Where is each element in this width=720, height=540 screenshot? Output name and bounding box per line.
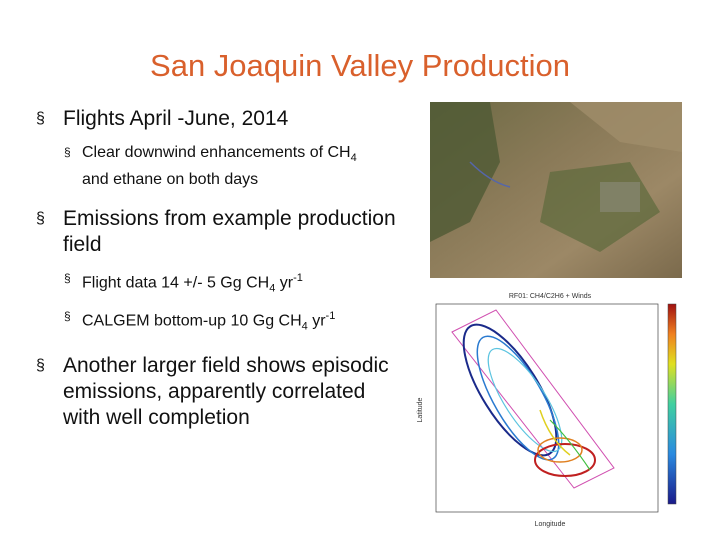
flight-track bbox=[476, 335, 560, 461]
flight-track bbox=[539, 409, 571, 456]
hills bbox=[570, 102, 682, 152]
canal bbox=[469, 161, 511, 188]
fields bbox=[430, 102, 500, 242]
y-label: Latitude bbox=[417, 397, 424, 422]
colorbar bbox=[667, 303, 677, 505]
bullet: § Emissions from example production field bbox=[36, 207, 396, 257]
plot-frame bbox=[435, 303, 659, 513]
subscript: 4 bbox=[301, 320, 308, 333]
domain-box bbox=[451, 309, 615, 489]
bullet: § Flights April -June, 2014 bbox=[36, 107, 289, 130]
sub-bullet: § Clear downwind enhancements of CH4 and … bbox=[64, 144, 357, 189]
flight-track bbox=[462, 323, 558, 457]
text: yr bbox=[307, 312, 326, 330]
flight-track bbox=[487, 347, 563, 453]
subscript: 4 bbox=[269, 282, 276, 295]
slide-title: San Joaquin Valley Production bbox=[150, 48, 570, 83]
bullet: § Another larger field shows episodic emi… bbox=[36, 354, 389, 430]
bullet-text: Emissions from example production field bbox=[63, 207, 396, 257]
x-label: Longitude bbox=[535, 521, 566, 528]
bullet-text: Another larger field shows episodic emis… bbox=[63, 354, 389, 430]
superscript: -1 bbox=[293, 272, 303, 285]
text: CALGEM bottom-up 10 Gg CH bbox=[82, 312, 302, 330]
text: Flight data 14 +/- 5 Gg CH bbox=[82, 274, 270, 292]
flight-figure: RF01: CH4/C2H6 + Winds Longitude Latitud… bbox=[417, 293, 677, 528]
superscript: -1 bbox=[325, 309, 336, 322]
figure-title: RF01: CH4/C2H6 + Winds bbox=[509, 293, 592, 300]
subscript: 4 bbox=[350, 152, 357, 165]
sub-bullet: § CALGEM bottom-up 10 Gg CH4 yr-1 bbox=[64, 308, 336, 333]
flight-track bbox=[549, 419, 591, 471]
text: yr bbox=[275, 274, 294, 292]
text: Clear downwind enhancements of CH bbox=[82, 144, 351, 161]
flight-track bbox=[534, 443, 596, 477]
town bbox=[600, 182, 640, 212]
satellite-map bbox=[430, 102, 682, 278]
sub-bullet: § Flight data 14 +/- 5 Gg CH4 yr-1 bbox=[64, 271, 303, 295]
flight-track bbox=[537, 437, 583, 463]
bullet-list: § Flights April -June, 2014 § Clear downwi… bbox=[36, 106, 396, 441]
bullet-text: Flights April -June, 2014 bbox=[63, 107, 289, 130]
text: and ethane on both days bbox=[82, 171, 259, 189]
